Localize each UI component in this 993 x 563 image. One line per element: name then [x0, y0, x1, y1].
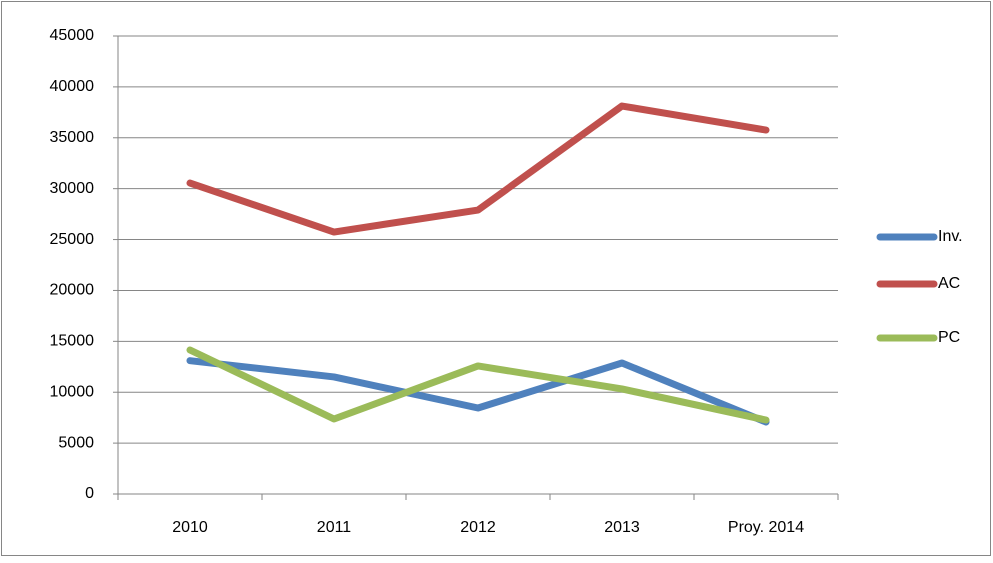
y-tick-label: 35000: [50, 129, 95, 146]
x-tick-label: 2013: [604, 519, 640, 536]
x-tick-label: 2011: [317, 519, 352, 536]
legend-label: AC: [938, 275, 960, 292]
y-tick-label: 5000: [58, 434, 94, 451]
series-line: [186, 346, 770, 424]
legend-label: PC: [938, 329, 960, 346]
x-tick-label: 2010: [172, 519, 208, 536]
y-tick-label: 40000: [50, 78, 95, 95]
y-tick-label: 45000: [50, 27, 95, 44]
y-tick-label: 15000: [50, 333, 95, 350]
x-tick-label: 2012: [460, 519, 496, 536]
y-tick-label: 20000: [50, 282, 95, 299]
y-tick-label: 0: [85, 485, 94, 502]
legend-label: Inv.: [938, 228, 963, 245]
y-tick-label: 25000: [50, 231, 95, 248]
y-tick-label: 30000: [50, 180, 95, 197]
series-line: [186, 102, 770, 236]
series-line: [186, 357, 770, 426]
x-tick-label: Proy. 2014: [728, 519, 804, 536]
y-tick-label: 10000: [50, 383, 95, 400]
